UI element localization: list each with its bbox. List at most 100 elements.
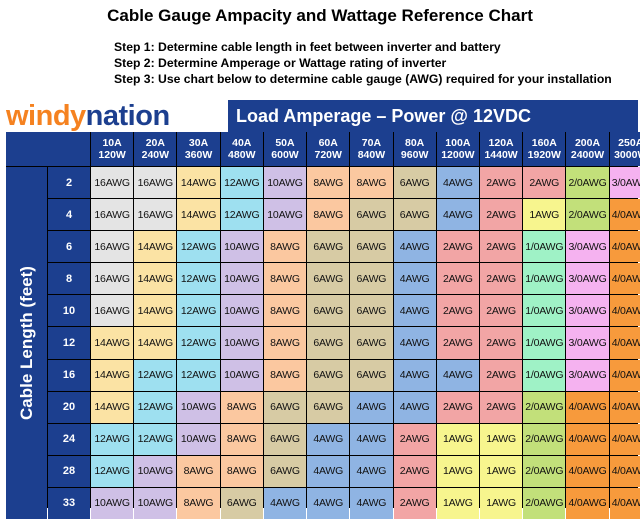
gauge-cell: 10AWG (91, 487, 134, 519)
column-watts: 120W (98, 149, 126, 161)
column-amps: 70A (361, 137, 382, 149)
row-length: 6 (48, 231, 90, 263)
gauge-cell: 1/0AWG (523, 359, 566, 391)
column-watts: 240W (141, 149, 170, 161)
gauge-cell: 2AWG (479, 391, 523, 423)
gauge-cell: 8AWG (307, 199, 350, 231)
gauge-cell: 6AWG (263, 423, 307, 455)
gauge-cell: 6AWG (307, 263, 350, 295)
gauge-cell: 12AWG (177, 295, 220, 327)
cable-length-label: Cable Length (feet) (16, 266, 36, 420)
gauge-cell: 3/0AWG (609, 167, 640, 199)
gauge-cell: 10AWG (220, 295, 263, 327)
gauge-cell: 6AWG (220, 487, 263, 519)
column-header: 40A 480W (220, 132, 263, 166)
gauge-cell: 6AWG (307, 295, 350, 327)
gauge-cell: 12AWG (177, 263, 220, 295)
gauge-cell: 2AWG (479, 295, 523, 327)
gauge-cell: 4/0AWG (566, 455, 609, 487)
gauge-cell: 6AWG (350, 199, 393, 231)
gauge-cell: 2AWG (523, 167, 566, 199)
gauge-cell: 8AWG (220, 391, 263, 423)
gauge-cell: 1AWG (479, 487, 523, 519)
gauge-cell: 4AWG (393, 263, 436, 295)
column-amps: 10A (102, 137, 122, 149)
windynation-logo: windy nation (6, 100, 228, 132)
gauge-cell: 2AWG (393, 423, 436, 455)
gauge-cell: 14AWG (134, 327, 177, 359)
gauge-cell: 4AWG (263, 487, 307, 519)
gauge-cell: 12AWG (177, 231, 220, 263)
gauge-cell: 12AWG (134, 359, 177, 391)
gauge-cell: 6AWG (393, 167, 436, 199)
gauge-cell: 4/0AWG (609, 263, 640, 295)
gauge-cell: 14AWG (91, 391, 134, 423)
row-length: 28 (48, 455, 90, 487)
gauge-cell: 6AWG (393, 199, 436, 231)
gauge-cell: 2/0AWG (523, 455, 566, 487)
gauge-cell: 6AWG (307, 327, 350, 359)
logo-part-1: windy (6, 99, 86, 132)
gauge-cell: 2AWG (393, 455, 436, 487)
gauge-cell: 4AWG (393, 327, 436, 359)
gauge-cell: 3/0AWG (566, 327, 609, 359)
gauge-cell: 6AWG (350, 263, 393, 295)
gauge-cell: 3/0AWG (566, 359, 609, 391)
gauge-cell: 3/0AWG (566, 231, 609, 263)
gauge-cell: 10AWG (263, 199, 307, 231)
column-header: 200A 2400W (566, 132, 609, 166)
gauge-cell: 16AWG (91, 295, 134, 327)
gauge-cell: 12AWG (220, 167, 263, 199)
gauge-cell: 8AWG (220, 455, 263, 487)
step-2: Step 2: Determine Amperage or Wattage ra… (114, 56, 447, 70)
gauge-cell: 2AWG (436, 391, 479, 423)
column-watts: 840W (357, 149, 386, 161)
gauge-cell: 1AWG (436, 487, 479, 519)
gauge-cell: 8AWG (263, 231, 307, 263)
instructions: Step 1: Determine cable length in feet b… (114, 39, 612, 87)
gauge-cell: 6AWG (307, 359, 350, 391)
gauge-cell: 2/0AWG (523, 487, 566, 519)
column-amps: 200A (574, 137, 601, 149)
gauge-cell: 4AWG (350, 423, 393, 455)
gauge-cell: 10AWG (177, 391, 220, 423)
table-corner (6, 132, 90, 166)
row-length: 8 (48, 263, 90, 295)
column-watts: 960W (400, 149, 429, 161)
column-header: 250A3000W (609, 132, 640, 166)
column-watts: 1440W (484, 149, 518, 161)
gauge-cell: 2AWG (436, 327, 479, 359)
gauge-cell: 2AWG (479, 167, 523, 199)
gauge-cell: 1/0AWG (523, 263, 566, 295)
gauge-cell: 2AWG (479, 199, 523, 231)
gauge-cell: 4AWG (393, 295, 436, 327)
gauge-cell: 6AWG (350, 327, 393, 359)
gauge-cell: 4AWG (393, 391, 436, 423)
gauge-cell: 4/0AWG (609, 455, 640, 487)
gauge-cell: 16AWG (134, 199, 177, 231)
gauge-cell: 14AWG (177, 167, 220, 199)
column-header: 20A 240W (134, 132, 177, 166)
gauge-cell: 6AWG (263, 455, 307, 487)
logo-part-2: nation (85, 99, 171, 132)
column-header: 10A 120W (91, 132, 134, 166)
gauge-cell: 14AWG (91, 359, 134, 391)
gauge-cell: 12AWG (91, 423, 134, 455)
gauge-cell: 4/0AWG (566, 487, 609, 519)
gauge-cell: 8AWG (263, 359, 307, 391)
column-amps: 50A (275, 137, 295, 149)
gauge-cell: 4/0AWG (609, 327, 640, 359)
gauge-cell: 6AWG (350, 231, 393, 263)
gauge-cell: 12AWG (91, 455, 134, 487)
column-watts: 3000W (614, 149, 640, 161)
gauge-cell: 14AWG (134, 263, 177, 295)
gauge-cell: 4AWG (307, 455, 350, 487)
column-watts: 1920W (527, 149, 561, 161)
column-header: 80A 960W (393, 132, 436, 166)
gauge-cell: 4AWG (436, 199, 479, 231)
gauge-cell: 1AWG (479, 423, 523, 455)
chart-title: Cable Gauge Ampacity and Wattage Referen… (107, 6, 533, 25)
gauge-cell: 2/0AWG (566, 199, 609, 231)
row-length: 24 (48, 423, 90, 455)
gauge-cell: 8AWG (263, 327, 307, 359)
